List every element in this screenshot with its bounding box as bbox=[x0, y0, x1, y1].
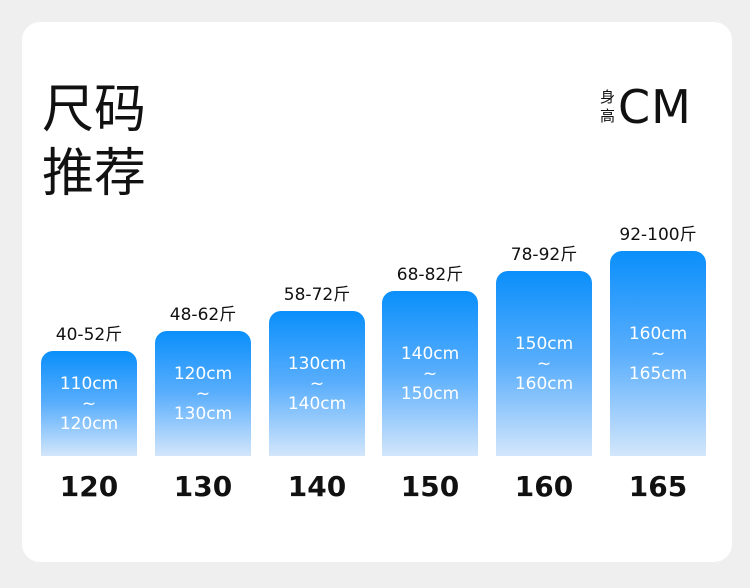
category-label: 130 bbox=[173, 470, 233, 503]
bar-text-height-to: 140cm bbox=[287, 393, 347, 414]
bar-text-height-to: 130cm bbox=[173, 403, 233, 424]
unit-big: CM bbox=[618, 80, 692, 134]
bar-text-height-from: 130cm bbox=[287, 353, 347, 374]
bar: 150cm ~160cm bbox=[496, 271, 592, 456]
unit-label: 身高 CM bbox=[600, 80, 692, 134]
weight-label: 92-100斤 bbox=[619, 225, 697, 245]
bar-text-height-to: 150cm bbox=[400, 383, 460, 404]
weight-label: 78-92斤 bbox=[510, 245, 578, 265]
bar-text-separator: ~ bbox=[81, 393, 97, 414]
bar-text-height-from: 160cm bbox=[628, 323, 688, 344]
category-label: 120 bbox=[59, 470, 119, 503]
bar-text-separator: ~ bbox=[536, 353, 552, 374]
bar-text-height-to: 120cm bbox=[59, 413, 119, 434]
unit-small: 身高 bbox=[600, 88, 618, 126]
bar-text-height-to: 160cm bbox=[514, 373, 574, 394]
page-title: 尺码 推荐 bbox=[42, 78, 146, 206]
weight-label: 58-72斤 bbox=[283, 285, 351, 305]
bar-text-height-from: 140cm bbox=[400, 343, 460, 364]
bar: 160cm ~165cm bbox=[610, 251, 706, 456]
bar-text-height-from: 120cm bbox=[173, 363, 233, 384]
bar-text-separator: ~ bbox=[422, 363, 438, 384]
bar-text-separator: ~ bbox=[195, 383, 211, 404]
bar: 120cm ~130cm bbox=[155, 331, 251, 456]
bar: 140cm ~150cm bbox=[382, 291, 478, 456]
bar-text-height-from: 110cm bbox=[59, 373, 119, 394]
title-line-1: 尺码 bbox=[42, 80, 147, 140]
category-label: 160 bbox=[514, 470, 574, 503]
unit-small-1: 身 bbox=[600, 88, 616, 106]
weight-label: 40-52斤 bbox=[55, 325, 123, 345]
bar: 110cm ~120cm bbox=[41, 351, 137, 456]
bar-text-separator: ~ bbox=[309, 373, 325, 394]
unit-small-2: 高 bbox=[600, 107, 616, 125]
weight-label: 48-62斤 bbox=[169, 305, 237, 325]
category-label: 165 bbox=[628, 470, 688, 503]
bar-text-separator: ~ bbox=[650, 343, 666, 364]
category-label: 140 bbox=[287, 470, 347, 503]
bar: 130cm ~140cm bbox=[269, 311, 365, 456]
bar-text-height-to: 165cm bbox=[628, 363, 688, 384]
bar-text-height-from: 150cm bbox=[514, 333, 574, 354]
weight-label: 68-82斤 bbox=[396, 265, 464, 285]
category-label: 150 bbox=[400, 470, 460, 503]
title-line-2: 推荐 bbox=[42, 144, 147, 204]
